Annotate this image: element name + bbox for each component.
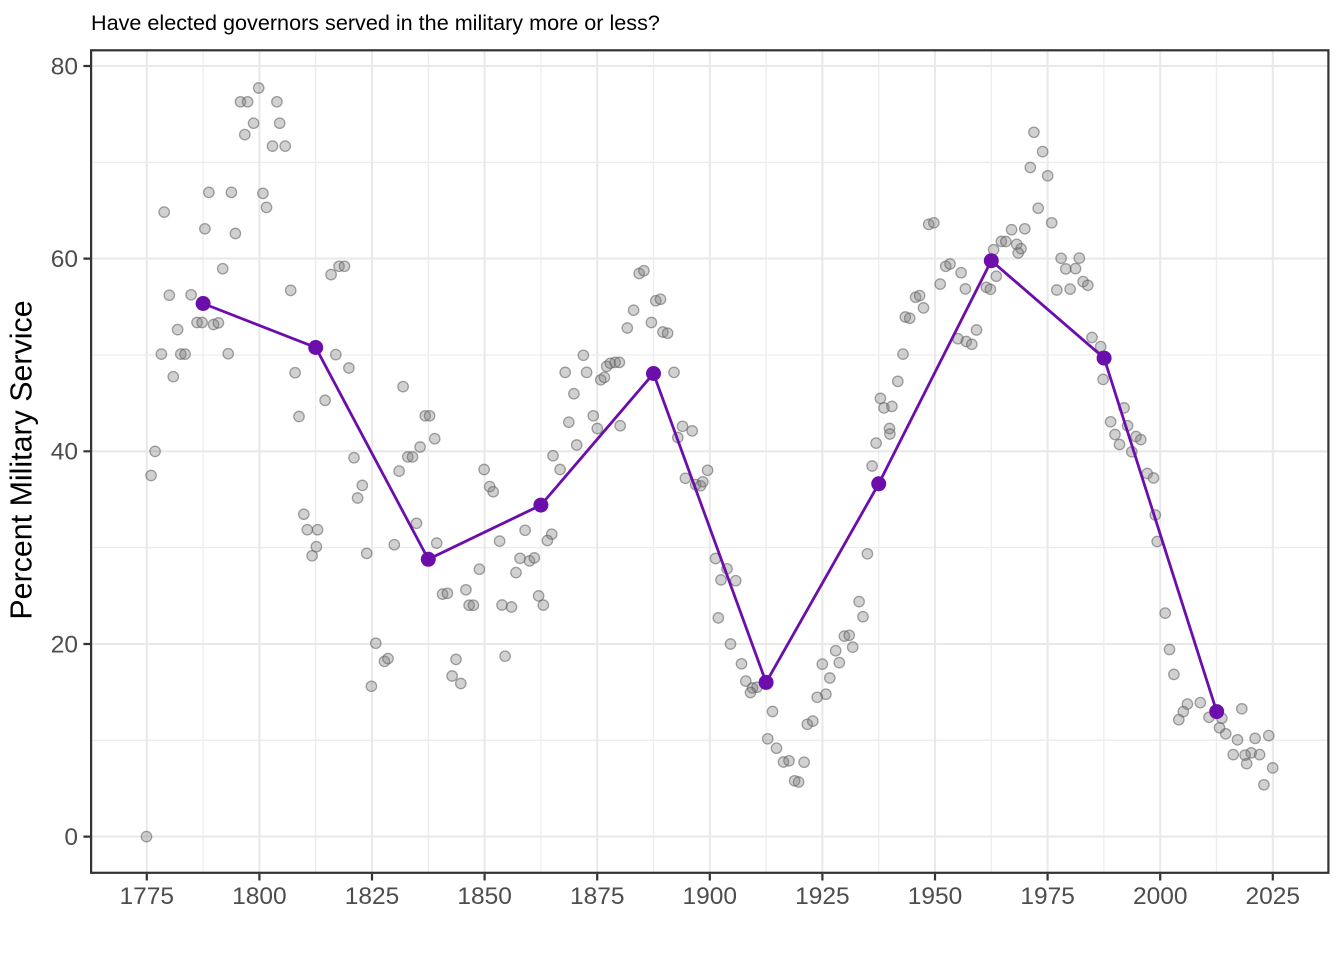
svg-text:1850: 1850 [457, 883, 512, 910]
svg-text:1825: 1825 [345, 883, 400, 910]
svg-text:40: 40 [51, 439, 78, 466]
svg-text:1875: 1875 [570, 883, 625, 910]
svg-text:1800: 1800 [232, 883, 287, 910]
svg-text:Percent Military Service: Percent Military Service [5, 300, 39, 619]
svg-text:80: 80 [51, 53, 78, 80]
svg-text:2000: 2000 [1133, 883, 1188, 910]
svg-text:1975: 1975 [1020, 883, 1075, 910]
svg-text:1775: 1775 [120, 883, 175, 910]
svg-text:2025: 2025 [1246, 883, 1301, 910]
svg-text:1950: 1950 [908, 883, 963, 910]
svg-text:1925: 1925 [795, 883, 850, 910]
svg-text:0: 0 [64, 824, 78, 851]
svg-text:60: 60 [51, 246, 78, 273]
svg-text:Have elected governors served: Have elected governors served in the mil… [91, 10, 660, 35]
svg-text:20: 20 [51, 631, 78, 658]
svg-text:1900: 1900 [683, 883, 738, 910]
